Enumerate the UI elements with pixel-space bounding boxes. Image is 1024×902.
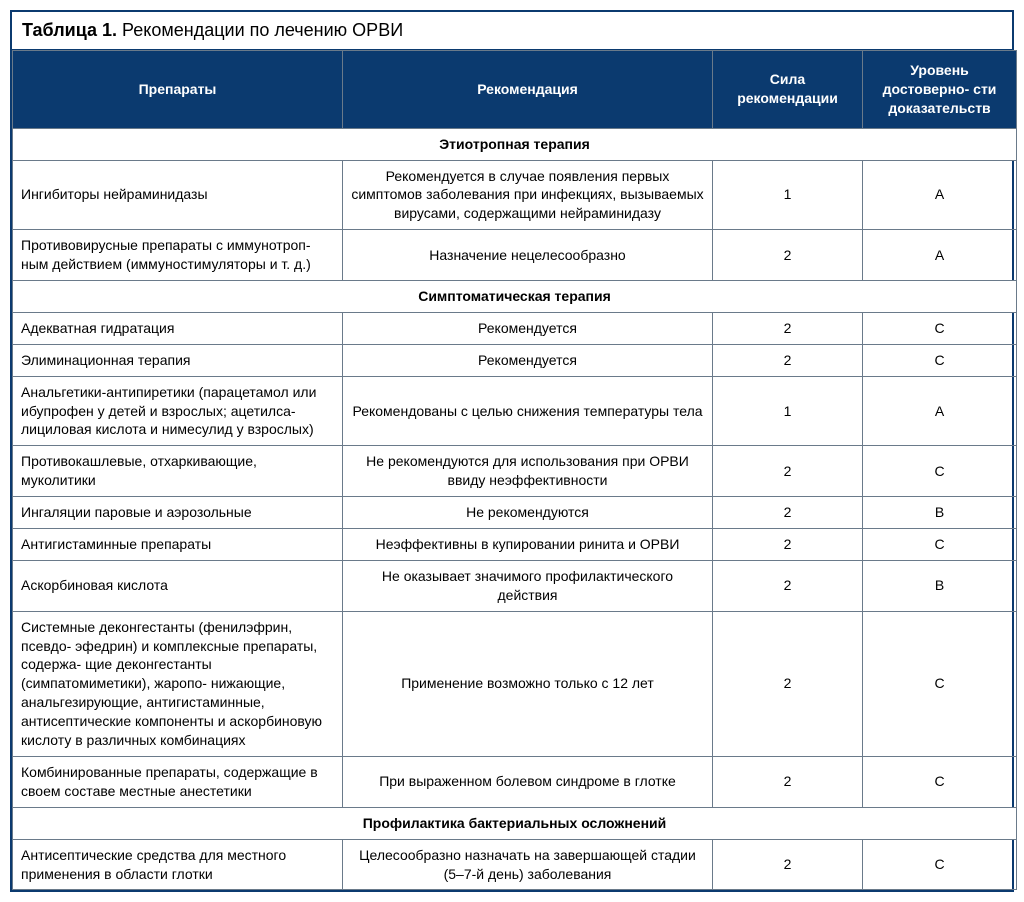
cell-evidence: B [863,560,1017,611]
cell-strength: 2 [713,497,863,529]
cell-recommendation: Рекомендуется [343,344,713,376]
cell-strength: 2 [713,529,863,561]
section-heading-row: Профилактика бактериальных осложнений [13,807,1017,839]
table-row: Элиминационная терапияРекомендуется2C [13,344,1017,376]
cell-strength: 2 [713,312,863,344]
cell-evidence: C [863,312,1017,344]
table-row: Ингаляции паровые и аэрозольныеНе рекоме… [13,497,1017,529]
cell-evidence: A [863,376,1017,446]
table-row: Антигистаминные препаратыНеэффективны в … [13,529,1017,561]
table-row: Комбинированные препараты, содержащие в … [13,756,1017,807]
caption-text: Рекомендации по лечению ОРВИ [117,20,403,40]
cell-evidence: C [863,344,1017,376]
cell-drug: Элиминационная терапия [13,344,343,376]
table-row: Антисептические средства для местного пр… [13,839,1017,890]
table-header-row: Препараты Рекомендация Сила рекомендации… [13,51,1017,129]
table-row: Аскорбиновая кислотаНе оказывает значимо… [13,560,1017,611]
cell-drug: Системные деконгестанты (фенилэфрин, псе… [13,611,343,756]
caption-prefix: Таблица 1. [22,20,117,40]
cell-evidence: C [863,529,1017,561]
table-caption: Таблица 1. Рекомендации по лечению ОРВИ [12,12,1012,50]
cell-recommendation: Рекомендованы с целью снижения температу… [343,376,713,446]
cell-evidence: C [863,839,1017,890]
section-heading: Этиотропная терапия [13,128,1017,160]
cell-strength: 1 [713,376,863,446]
col-header-drugs: Препараты [13,51,343,129]
cell-strength: 2 [713,756,863,807]
cell-drug: Ингаляции паровые и аэрозольные [13,497,343,529]
cell-recommendation: При выраженном болевом синдроме в глотке [343,756,713,807]
cell-drug: Адекватная гидратация [13,312,343,344]
table-row: Противокашлевые, отхаркивающие, муколити… [13,446,1017,497]
cell-recommendation: Применение возможно только с 12 лет [343,611,713,756]
col-header-evidence: Уровень достоверно- сти доказательств [863,51,1017,129]
cell-evidence: B [863,497,1017,529]
col-header-strength: Сила рекомендации [713,51,863,129]
cell-recommendation: Не оказывает значимого профилактического… [343,560,713,611]
cell-strength: 2 [713,611,863,756]
cell-strength: 2 [713,560,863,611]
cell-evidence: C [863,611,1017,756]
section-heading-row: Симптоматическая терапия [13,281,1017,313]
cell-evidence: A [863,230,1017,281]
section-heading-row: Этиотропная терапия [13,128,1017,160]
cell-strength: 2 [713,839,863,890]
section-heading: Профилактика бактериальных осложнений [13,807,1017,839]
cell-drug: Антисептические средства для местного пр… [13,839,343,890]
cell-evidence: C [863,446,1017,497]
cell-recommendation: Целесообразно назначать на завершающей с… [343,839,713,890]
cell-drug: Аскорбиновая кислота [13,560,343,611]
table-row: Анальгетики-антипиретики (парацетамол ил… [13,376,1017,446]
table-container: Таблица 1. Рекомендации по лечению ОРВИ … [10,10,1014,892]
cell-evidence: A [863,160,1017,230]
table-row: Системные деконгестанты (фенилэфрин, псе… [13,611,1017,756]
cell-drug: Анальгетики-антипиретики (парацетамол ил… [13,376,343,446]
cell-drug: Противовирусные препараты с иммунотроп- … [13,230,343,281]
cell-recommendation: Неэффективны в купировании ринита и ОРВИ [343,529,713,561]
cell-recommendation: Назначение нецелесообразно [343,230,713,281]
section-heading: Симптоматическая терапия [13,281,1017,313]
cell-evidence: C [863,756,1017,807]
cell-recommendation: Не рекомендуются для использования при О… [343,446,713,497]
table-row: Адекватная гидратацияРекомендуется2C [13,312,1017,344]
cell-recommendation: Рекомендуется [343,312,713,344]
cell-strength: 2 [713,446,863,497]
cell-recommendation: Не рекомендуются [343,497,713,529]
cell-drug: Антигистаминные препараты [13,529,343,561]
col-header-recommendation: Рекомендация [343,51,713,129]
cell-strength: 2 [713,230,863,281]
cell-drug: Ингибиторы нейраминидазы [13,160,343,230]
cell-drug: Противокашлевые, отхаркивающие, муколити… [13,446,343,497]
table-body: Этиотропная терапияИнгибиторы нейраминид… [13,128,1017,890]
cell-strength: 2 [713,344,863,376]
recommendations-table: Препараты Рекомендация Сила рекомендации… [12,50,1017,890]
cell-recommendation: Рекомендуется в случае появления первых … [343,160,713,230]
cell-drug: Комбинированные препараты, содержащие в … [13,756,343,807]
cell-strength: 1 [713,160,863,230]
table-row: Противовирусные препараты с иммунотроп- … [13,230,1017,281]
table-row: Ингибиторы нейраминидазыРекомендуется в … [13,160,1017,230]
